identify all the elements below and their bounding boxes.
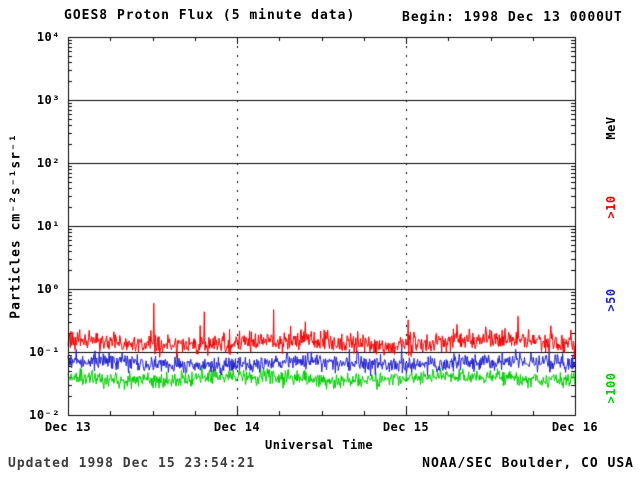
source-credit: NOAA/SEC Boulder, CO USA — [422, 456, 634, 471]
y-tick-1e-1: 10⁻¹ — [29, 345, 60, 359]
legend-gt50: >50 — [604, 288, 618, 312]
x-axis-label: Universal Time — [265, 438, 374, 452]
y-tick-1e0: 10⁰ — [36, 282, 60, 296]
chart-title: GOES8 Proton Flux (5 minute data) — [64, 8, 356, 23]
updated-timestamp: Updated 1998 Dec 15 23:54:21 — [8, 456, 256, 471]
y-tick-1e2: 10² — [36, 156, 60, 170]
x-tick-dec15: Dec 15 — [382, 420, 430, 434]
legend-gt100: >100 — [604, 372, 618, 404]
legend-gt10: >10 — [604, 195, 618, 219]
x-tick-dec16: Dec 16 — [551, 420, 599, 434]
y-tick-1e4: 10⁴ — [36, 30, 60, 44]
y-tick-1e-2: 10⁻² — [29, 408, 60, 422]
x-tick-dec14: Dec 14 — [213, 420, 261, 434]
begin-timestamp: Begin: 1998 Dec 13 0000UT — [402, 10, 623, 25]
y-tick-1e1: 10¹ — [36, 219, 60, 233]
y-tick-1e3: 10³ — [36, 93, 60, 107]
x-tick-dec13: Dec 13 — [44, 420, 92, 434]
legend-unit-mev: MeV — [604, 116, 618, 140]
